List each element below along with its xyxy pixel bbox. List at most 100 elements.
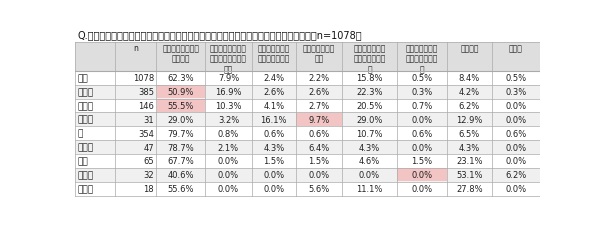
Text: 0.7%: 0.7% bbox=[411, 101, 433, 110]
Text: 22.3%: 22.3% bbox=[356, 88, 383, 97]
Text: 4.3%: 4.3% bbox=[359, 143, 380, 152]
Text: 中型犬: 中型犬 bbox=[77, 101, 94, 110]
Text: ペットの医療費
用、健康維持費
用: ペットの医療費 用、健康維持費 用 bbox=[353, 44, 386, 74]
Text: 小動物: 小動物 bbox=[77, 143, 94, 152]
Bar bbox=[157, 86, 205, 99]
Text: 5.6%: 5.6% bbox=[308, 184, 330, 193]
Text: 猫: 猫 bbox=[77, 129, 83, 138]
Text: 0.0%: 0.0% bbox=[505, 115, 527, 124]
Text: 6.5%: 6.5% bbox=[459, 129, 480, 138]
Text: 全体: 全体 bbox=[77, 74, 88, 83]
Bar bbox=[75, 113, 540, 127]
Text: 大型犬: 大型犬 bbox=[77, 115, 94, 124]
Text: フード、おやつな
どの費用: フード、おやつな どの費用 bbox=[162, 44, 199, 63]
Text: 2.6%: 2.6% bbox=[308, 88, 330, 97]
Text: 0.0%: 0.0% bbox=[505, 143, 527, 152]
Text: 4.6%: 4.6% bbox=[359, 157, 380, 166]
Text: 55.6%: 55.6% bbox=[167, 184, 194, 193]
Text: 0.5%: 0.5% bbox=[411, 74, 433, 83]
Bar bbox=[75, 85, 540, 99]
Text: 78.7%: 78.7% bbox=[167, 143, 194, 152]
Text: 10.3%: 10.3% bbox=[215, 101, 242, 110]
Text: 15.8%: 15.8% bbox=[356, 74, 383, 83]
Text: n: n bbox=[133, 44, 138, 53]
Text: 2.1%: 2.1% bbox=[218, 143, 239, 152]
Bar bbox=[75, 127, 540, 140]
Bar bbox=[75, 42, 540, 72]
Text: トリミング、シャ
ンプーなどの美容
費用: トリミング、シャ ンプーなどの美容 費用 bbox=[210, 44, 247, 74]
Text: 62.3%: 62.3% bbox=[167, 74, 194, 83]
Text: ペットを含めた
災害時の対策費
用: ペットを含めた 災害時の対策費 用 bbox=[406, 44, 438, 74]
Text: 0.3%: 0.3% bbox=[505, 88, 527, 97]
Text: 4.1%: 4.1% bbox=[263, 101, 284, 110]
Text: 20.5%: 20.5% bbox=[356, 101, 383, 110]
Text: 0.6%: 0.6% bbox=[308, 129, 330, 138]
Text: 146: 146 bbox=[138, 101, 154, 110]
Text: 爬虫類: 爬虫類 bbox=[77, 171, 94, 179]
Text: 67.7%: 67.7% bbox=[167, 157, 194, 166]
Text: 6.2%: 6.2% bbox=[505, 171, 527, 179]
Text: 27.8%: 27.8% bbox=[456, 184, 483, 193]
Text: 2.7%: 2.7% bbox=[308, 101, 330, 110]
Text: 7.9%: 7.9% bbox=[218, 74, 239, 83]
Text: 23.1%: 23.1% bbox=[456, 157, 483, 166]
Text: 50.9%: 50.9% bbox=[167, 88, 194, 97]
Text: 3.2%: 3.2% bbox=[218, 115, 239, 124]
Text: 0.0%: 0.0% bbox=[411, 171, 433, 179]
Text: 0.5%: 0.5% bbox=[505, 74, 527, 83]
Text: 鳥類: 鳥類 bbox=[77, 157, 88, 166]
Text: 16.1%: 16.1% bbox=[260, 115, 287, 124]
Text: 8.4%: 8.4% bbox=[459, 74, 480, 83]
Text: 1.5%: 1.5% bbox=[263, 157, 284, 166]
Text: 0.0%: 0.0% bbox=[411, 143, 433, 152]
Text: 31: 31 bbox=[143, 115, 154, 124]
Text: 354: 354 bbox=[138, 129, 154, 138]
Text: 29.0%: 29.0% bbox=[167, 115, 194, 124]
Text: 1.5%: 1.5% bbox=[308, 157, 329, 166]
Text: 0.6%: 0.6% bbox=[263, 129, 284, 138]
Bar bbox=[75, 182, 540, 196]
Text: 0.0%: 0.0% bbox=[308, 171, 329, 179]
Text: 18: 18 bbox=[143, 184, 154, 193]
Bar bbox=[157, 99, 205, 112]
Text: 0.8%: 0.8% bbox=[218, 129, 239, 138]
Text: 0.0%: 0.0% bbox=[505, 101, 527, 110]
Text: 0.6%: 0.6% bbox=[411, 129, 433, 138]
Bar bbox=[75, 154, 540, 168]
Text: 29.0%: 29.0% bbox=[356, 115, 383, 124]
Text: 0.0%: 0.0% bbox=[359, 171, 380, 179]
Text: 洋服、おもちゃ
などの雑貨費用: 洋服、おもちゃ などの雑貨費用 bbox=[257, 44, 290, 63]
Text: 2.4%: 2.4% bbox=[263, 74, 284, 83]
Text: 9.7%: 9.7% bbox=[308, 115, 330, 124]
Text: 16.9%: 16.9% bbox=[215, 88, 242, 97]
Bar bbox=[75, 140, 540, 154]
Bar bbox=[75, 99, 540, 113]
Text: 0.0%: 0.0% bbox=[218, 171, 239, 179]
Text: 4.3%: 4.3% bbox=[459, 143, 480, 152]
Text: 0.0%: 0.0% bbox=[411, 184, 433, 193]
Bar bbox=[75, 72, 540, 85]
Text: 32: 32 bbox=[143, 171, 154, 179]
Text: 11.1%: 11.1% bbox=[356, 184, 383, 193]
Bar bbox=[296, 113, 342, 126]
Text: 0.0%: 0.0% bbox=[263, 171, 284, 179]
Text: その他: その他 bbox=[509, 44, 523, 53]
Text: 旅行などの外出
費用: 旅行などの外出 費用 bbox=[303, 44, 335, 63]
Text: 4.3%: 4.3% bbox=[263, 143, 284, 152]
Text: 0.0%: 0.0% bbox=[505, 184, 527, 193]
Text: 2.6%: 2.6% bbox=[263, 88, 284, 97]
Text: 10.7%: 10.7% bbox=[356, 129, 383, 138]
Text: 4.2%: 4.2% bbox=[459, 88, 480, 97]
Text: 79.7%: 79.7% bbox=[167, 129, 194, 138]
Text: 0.0%: 0.0% bbox=[218, 157, 239, 166]
Text: 40.6%: 40.6% bbox=[167, 171, 194, 179]
Text: 6.2%: 6.2% bbox=[459, 101, 480, 110]
Text: 0.0%: 0.0% bbox=[218, 184, 239, 193]
Text: 小型犬: 小型犬 bbox=[77, 88, 94, 97]
Text: その他: その他 bbox=[77, 184, 94, 193]
Text: 0.0%: 0.0% bbox=[263, 184, 284, 193]
Text: 0.0%: 0.0% bbox=[411, 115, 433, 124]
Text: 0.0%: 0.0% bbox=[505, 157, 527, 166]
Text: 47: 47 bbox=[143, 143, 154, 152]
Text: 6.4%: 6.4% bbox=[308, 143, 330, 152]
